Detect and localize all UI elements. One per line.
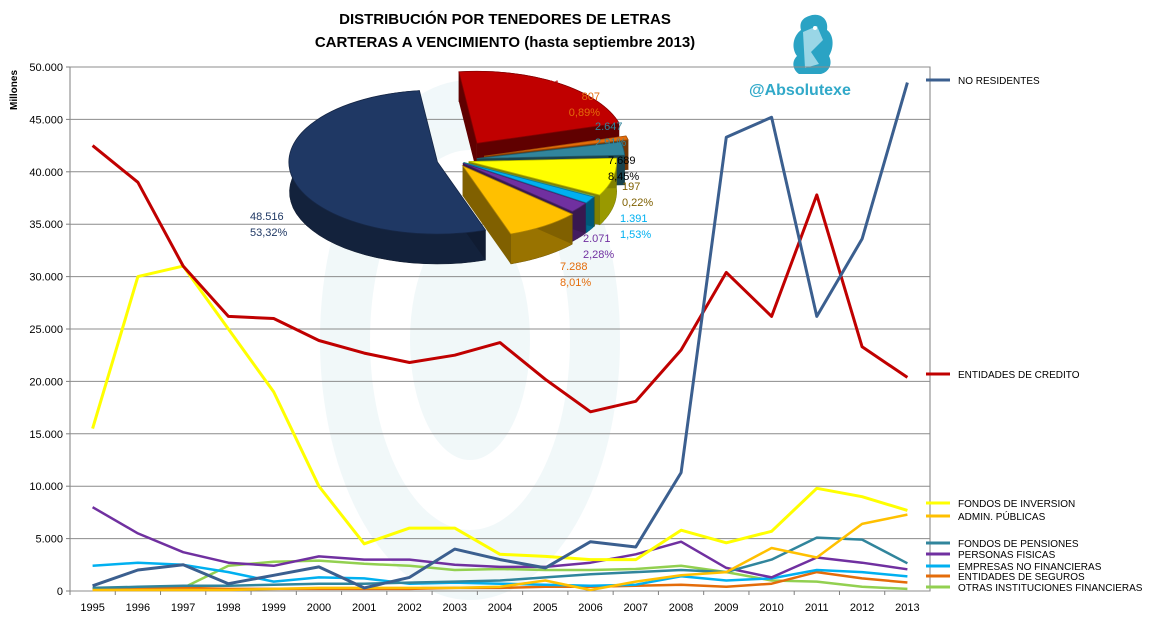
pie-value-label: 1.391: [620, 213, 648, 225]
chart-title-line2: CARTERAS A VENCIMIENTO (hasta septiembre…: [315, 34, 695, 51]
watermark-logo: @Absolutexe: [749, 14, 851, 99]
legend-label: ENTIDADES DE SEGUROS: [958, 572, 1085, 583]
x-tick-label: 2012: [850, 602, 874, 614]
pie-slice-4: [476, 141, 626, 159]
pie-percent-label: 2,91%: [595, 137, 626, 149]
pie-value-label: 48.516: [250, 211, 284, 223]
pie-percent-label: 8,01%: [560, 277, 591, 289]
x-tick-label: 2005: [533, 602, 557, 614]
x-tick-label: 2009: [714, 602, 738, 614]
pie-value-label: 807: [582, 91, 600, 103]
x-tick-label: 2000: [307, 602, 331, 614]
pie-percent-label: 0,22%: [622, 197, 653, 209]
legend-label: PERSONAS FISICAS: [958, 550, 1056, 561]
x-tick-label: 1998: [216, 602, 240, 614]
series-line-2: [91, 144, 909, 414]
pie-value-label: 2.071: [583, 233, 611, 245]
x-tick-label: 2004: [488, 602, 512, 614]
pie-percent-label: 2,28%: [583, 249, 614, 261]
series-line-6: [91, 506, 908, 579]
pie-slice-3: [483, 135, 629, 157]
pie-percent-label: 53,32%: [250, 227, 288, 239]
legend-label: ENTIDADES DE CREDITO: [958, 370, 1080, 381]
y-tick-label: 20.000: [29, 376, 63, 388]
pie-chart: [288, 70, 629, 265]
pie-value-label: 7.689: [608, 155, 636, 167]
x-tick-label: 2007: [624, 602, 648, 614]
y-axis-label: Millones: [9, 70, 20, 110]
y-tick-label: 30.000: [29, 272, 63, 284]
legend-label: FONDOS DE PENSIONES: [958, 539, 1079, 550]
x-tick-label: 1996: [126, 602, 150, 614]
series-line-3: [91, 264, 908, 562]
x-tick-label: 2006: [578, 602, 602, 614]
series-line-5: [92, 536, 908, 590]
series-lines: [91, 82, 909, 592]
legend: NO RESIDENTES ENTIDADES DE CREDITO FONDOS …: [926, 76, 1143, 594]
legend-label: NO RESIDENTES: [958, 76, 1040, 87]
griffin-icon: [793, 14, 833, 74]
pie-percent-label: 0,89%: [569, 107, 600, 119]
x-tick-label: 1999: [261, 602, 285, 614]
chart-title-line1: DISTRIBUCIÓN POR TENEDORES DE LETRAS: [339, 10, 671, 28]
plot-area: 0 5.000 10.000 15.000 20.000 25.000 30.000 35.0…: [9, 62, 931, 614]
pie-slice-5: [468, 157, 618, 196]
pie-percent-label: 1,53%: [620, 229, 651, 241]
pie-percent-label: 22,40%: [523, 95, 561, 107]
legend-label: OTRAS INSTITUCIONES FINANCIERAS: [958, 583, 1143, 594]
series-line-4: [92, 513, 908, 592]
y-tick-label: 0: [57, 586, 63, 598]
pie-slice-cut-9: [462, 165, 511, 264]
x-tick-label: 2001: [352, 602, 376, 614]
x-tick-label: 1997: [171, 602, 195, 614]
pie-labels: 48.516 53,32% 20.381 22,40% 807 0,89% 2.647 2,9…: [250, 79, 653, 289]
y-tick-label: 40.000: [29, 167, 63, 179]
pie-value-label: 7.288: [560, 261, 588, 273]
x-tick-label: 2013: [895, 602, 919, 614]
legend-label: ADMIN. PÚBLICAS: [958, 510, 1046, 523]
y-tick-label: 25.000: [29, 324, 63, 336]
pie-value-label: 2.647: [595, 121, 623, 133]
y-tick-label: 45.000: [29, 114, 63, 126]
pie-slice-9: [461, 164, 574, 235]
x-tick-label: 2002: [397, 602, 421, 614]
pie-slice-8: [462, 162, 587, 212]
pie-value-label: 197: [622, 181, 640, 193]
x-tick-label: 2011: [805, 602, 829, 614]
y-tick-label: 5.000: [35, 534, 63, 546]
y-tick-label: 10.000: [29, 481, 63, 493]
pie-slice-1: [288, 90, 487, 235]
pie-percent-label: 8,45%: [608, 171, 639, 183]
y-tick-label: 35.000: [29, 219, 63, 231]
y-tick-label: 50.000: [29, 62, 63, 74]
legend-label: FONDOS DE INVERSION: [958, 499, 1075, 510]
x-tick-label: 2003: [442, 602, 466, 614]
watermark-handle: @Absolutexe: [749, 82, 851, 99]
x-tick-label: 2010: [759, 602, 783, 614]
pie-slice-cut-2: [458, 71, 477, 174]
legend-label: EMPRESAS NO FINANCIERAS: [958, 562, 1102, 573]
pie-slice-2: [458, 70, 620, 144]
x-tick-label: 2008: [669, 602, 693, 614]
x-tick-label: 1995: [80, 602, 104, 614]
y-tick-label: 15.000: [29, 429, 63, 441]
series-line-1: [92, 82, 909, 590]
pie-slice-7: [463, 162, 595, 204]
pie-value-label: 20.381: [526, 79, 560, 91]
series-line-9: [92, 559, 908, 591]
